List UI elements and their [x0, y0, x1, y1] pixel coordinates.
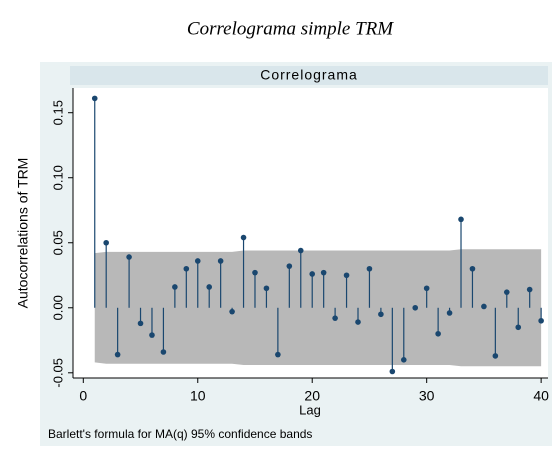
- chart-title: Correlograma simple TRM: [187, 18, 394, 39]
- x-tick-label: 0: [79, 388, 87, 404]
- x-tick-label: 40: [533, 388, 549, 404]
- point: [458, 216, 464, 223]
- y-tick-label: 0.05: [50, 230, 65, 255]
- subtitle-band: [70, 66, 548, 85]
- point: [172, 284, 178, 290]
- point: [469, 265, 476, 272]
- note: Barlett's formula for MA(q) 95% confiden…: [48, 427, 312, 441]
- point: [275, 351, 281, 358]
- x-axis-label: Lag: [299, 402, 321, 417]
- point: [160, 349, 167, 355]
- point: [492, 353, 499, 359]
- y-tick-label: 0.00: [50, 295, 65, 320]
- point: [286, 263, 293, 269]
- x-tick-label: 10: [190, 388, 206, 404]
- point: [206, 284, 213, 290]
- point: [400, 356, 407, 363]
- x-tick-label: 20: [304, 388, 320, 404]
- y-axis-label: Autocorrelations of TRM: [15, 158, 31, 309]
- point: [320, 269, 327, 276]
- confidence-band: [94, 249, 542, 367]
- x-tick-label: 30: [419, 388, 435, 404]
- point: [412, 304, 419, 311]
- point: [435, 330, 441, 337]
- y-tick-label: 0.10: [50, 165, 65, 190]
- point: [194, 258, 201, 264]
- point: [526, 286, 533, 293]
- y-tick-label: 0.15: [50, 100, 65, 125]
- point: [423, 285, 430, 292]
- y-tick-label: -0.05: [50, 358, 65, 388]
- point: [538, 317, 544, 324]
- point: [252, 269, 258, 276]
- point: [149, 332, 155, 338]
- point: [366, 265, 373, 272]
- point: [343, 272, 350, 279]
- point: [355, 319, 361, 325]
- point: [481, 303, 487, 310]
- point: [240, 234, 247, 241]
- point: [183, 265, 190, 272]
- point: [515, 324, 522, 331]
- point: [217, 258, 224, 264]
- point: [229, 308, 235, 315]
- point: [297, 247, 304, 254]
- point: [114, 351, 121, 358]
- point: [503, 289, 510, 295]
- point: [332, 315, 338, 321]
- point: [137, 320, 144, 327]
- point: [91, 95, 98, 102]
- chart-subtitle: Correlograma: [260, 67, 358, 83]
- point: [263, 285, 270, 292]
- point: [126, 254, 132, 260]
- point: [103, 239, 109, 246]
- point: [446, 310, 453, 316]
- point: [309, 271, 316, 277]
- point: [389, 368, 396, 375]
- point: [378, 311, 384, 318]
